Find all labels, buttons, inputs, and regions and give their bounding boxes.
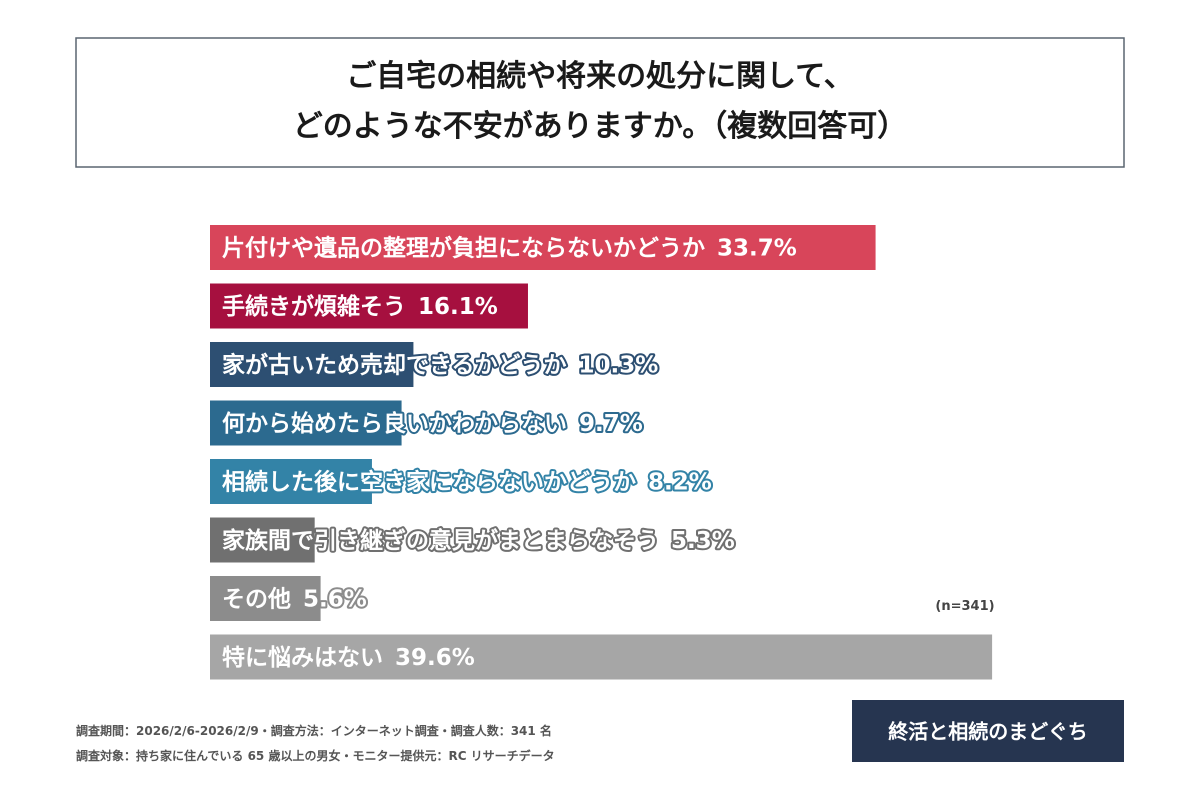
- category-label: 何から始めたら良いかわからない: [222, 410, 567, 437]
- category-label: 片付けや遺品の整理が負担にならないかどうか: [222, 234, 705, 261]
- logo: 終活と相続のまどぐち: [888, 720, 1087, 744]
- category-label: 相続した後に空き家にならないかどうか: [222, 468, 636, 495]
- category-label: その他: [222, 586, 291, 612]
- title-line: どのような不安がありますか。（複数回答可）: [293, 109, 907, 144]
- sample-note: (n=341): [935, 599, 994, 614]
- title-line: ご自宅の相続や将来の処分に関して、: [346, 59, 854, 94]
- value-label: 5.6%: [303, 586, 367, 612]
- bar: [210, 283, 528, 329]
- bar-label: 特に悩みはない 39.6%: [222, 645, 475, 671]
- bar-label: 片付けや遺品の整理が負担にならないかどうか 33.7%: [222, 234, 797, 261]
- bar: [210, 576, 321, 621]
- value-label: 5.3%: [671, 528, 735, 554]
- footer-line: 調査期間：2026/2/6-2026/2/9・調査方法：インターネット調査・調査…: [76, 723, 552, 738]
- category-label: 家が古いため売却できるかどうか: [222, 351, 567, 378]
- bar: [210, 225, 876, 270]
- title-box: [75, 37, 1125, 168]
- bar-label: 家が古いため売却できるかどうか 10.3%: [222, 351, 658, 378]
- bar-label: 手続きが煩雑そう 16.1%: [222, 293, 498, 320]
- bar: [210, 400, 402, 446]
- value-label: 16.1%: [418, 294, 498, 320]
- bar-label: 家族間で引き継ぎの意見がまとまらなそう 5.3%: [222, 527, 735, 554]
- bar: [210, 517, 315, 563]
- footer-line: 調査対象：持ち家に住んでいる 65 歳以上の男女・モニター提供元：RC リサーチ…: [76, 748, 555, 763]
- category-label: 家族間で引き継ぎの意見がまとまらなそう: [222, 527, 659, 554]
- logo-box: [852, 700, 1124, 762]
- bar: [210, 634, 993, 680]
- value-label: 33.7%: [717, 235, 797, 261]
- category-label: 特に悩みはない: [222, 645, 383, 671]
- bar: [210, 342, 414, 387]
- category-label: 手続きが煩雑そう: [222, 293, 406, 320]
- bar-label: 何から始めたら良いかわからない 9.7%: [222, 410, 643, 437]
- value-label: 8.2%: [648, 469, 712, 495]
- bar: [210, 459, 372, 504]
- value-label: 9.7%: [579, 411, 643, 437]
- value-label: 10.3%: [579, 352, 659, 378]
- bar-label: 相続した後に空き家にならないかどうか 8.2%: [222, 468, 712, 495]
- value-label: 39.6%: [395, 645, 475, 671]
- bar-label: その他 5.6%: [222, 586, 367, 612]
